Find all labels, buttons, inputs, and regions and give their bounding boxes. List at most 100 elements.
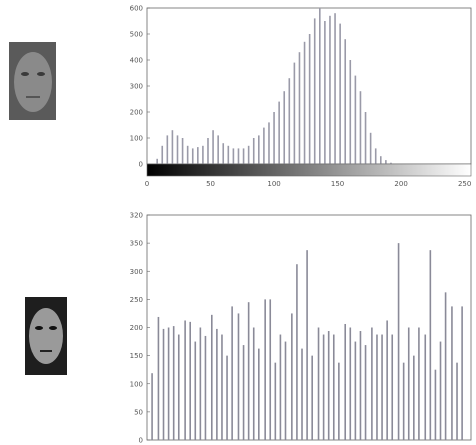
x-tick-label: 150 bbox=[331, 180, 344, 188]
histogram-original: 0 100 200 300 400 500 600 0 50 100 150 200 250 bbox=[130, 5, 472, 188]
face-photo-equalized-skin bbox=[29, 308, 63, 364]
histogram-bar bbox=[364, 345, 367, 440]
histogram-bar bbox=[319, 8, 321, 164]
y-tick-label: 0 bbox=[139, 437, 143, 445]
histogram-bar bbox=[176, 135, 179, 164]
histogram-bar bbox=[279, 334, 282, 440]
histogram-original-colorbar bbox=[146, 163, 472, 177]
histogram-bar bbox=[291, 313, 293, 440]
histogram-bar bbox=[374, 148, 377, 164]
x-tick-label: 250 bbox=[458, 180, 471, 188]
histogram-bar bbox=[349, 327, 352, 440]
histogram-bar bbox=[258, 348, 260, 440]
face-original-left-eye bbox=[21, 72, 29, 76]
histogram-bar bbox=[418, 327, 420, 440]
histogram-bar bbox=[303, 41, 306, 164]
histogram-bar bbox=[269, 299, 272, 440]
histogram-bar bbox=[247, 145, 250, 164]
histogram-bar bbox=[263, 127, 265, 164]
y-tick-label: 100 bbox=[130, 135, 143, 143]
histogram-bar bbox=[207, 138, 209, 164]
histogram-bar bbox=[402, 362, 405, 440]
histogram-bar bbox=[439, 341, 442, 440]
y-tick-label: 300 bbox=[130, 268, 143, 276]
histogram-bar bbox=[308, 34, 311, 164]
histogram-bar bbox=[327, 331, 330, 440]
face-image-original bbox=[9, 42, 56, 120]
histogram-bar bbox=[322, 334, 325, 440]
histogram-bar bbox=[424, 334, 427, 440]
histogram-bar bbox=[247, 302, 250, 440]
y-tick-label: 0 bbox=[139, 161, 143, 169]
y-tick-label: 150 bbox=[130, 352, 143, 360]
histogram-bar bbox=[413, 355, 415, 440]
histogram-bar bbox=[298, 52, 301, 165]
histogram-bar bbox=[359, 91, 362, 164]
face-equalized-left-eye bbox=[35, 326, 43, 330]
histogram-bar bbox=[288, 78, 291, 164]
histogram-bar bbox=[222, 143, 225, 164]
histogram-bar bbox=[385, 160, 387, 164]
histogram-bar bbox=[227, 145, 230, 164]
histogram-bar bbox=[237, 148, 240, 164]
y-tick-label: 500 bbox=[130, 31, 143, 39]
histogram-bar bbox=[329, 15, 331, 164]
histogram-bar bbox=[293, 62, 296, 164]
histogram-bar bbox=[354, 341, 357, 440]
histogram-bar bbox=[264, 299, 266, 440]
histogram-bar bbox=[429, 250, 432, 440]
histogram-bar bbox=[242, 148, 245, 164]
histogram-bar bbox=[242, 345, 245, 440]
histogram-bar bbox=[156, 158, 158, 164]
face-photo-original-skin bbox=[14, 52, 52, 112]
histogram-bar bbox=[306, 250, 308, 440]
y-tick-label: 200 bbox=[130, 324, 143, 332]
histogram-bar bbox=[296, 264, 298, 440]
y-tick-label: 100 bbox=[130, 380, 143, 388]
histogram-bar bbox=[451, 306, 453, 440]
histogram-bar bbox=[177, 334, 180, 440]
histogram-bar bbox=[217, 135, 219, 164]
histogram-bar bbox=[324, 21, 326, 164]
y-tick-label: 250 bbox=[130, 296, 143, 304]
histogram-bar bbox=[226, 355, 228, 440]
y-tick-label: 600 bbox=[130, 5, 143, 13]
histogram-bar bbox=[444, 292, 447, 440]
y-tick-label: 300 bbox=[130, 83, 143, 91]
histogram-bar bbox=[317, 327, 320, 440]
histogram-bar bbox=[181, 138, 184, 164]
histogram-bar bbox=[157, 316, 160, 440]
histogram-bar bbox=[189, 321, 191, 440]
face-equalized-mouth bbox=[40, 350, 52, 352]
x-tick-label: 100 bbox=[267, 180, 280, 188]
histogram-bar bbox=[221, 334, 223, 440]
histogram-bar bbox=[211, 314, 213, 440]
histogram-bar bbox=[369, 132, 372, 164]
histogram-bar bbox=[184, 320, 186, 440]
histogram-bar bbox=[252, 327, 255, 440]
histogram-bar bbox=[371, 327, 373, 440]
histogram-bar bbox=[344, 323, 347, 440]
histogram-bar bbox=[162, 328, 165, 440]
y-tick-label: 320 bbox=[130, 212, 143, 220]
face-original-right-eye bbox=[37, 72, 45, 76]
histogram-bar bbox=[231, 306, 233, 440]
x-tick-label: 200 bbox=[394, 180, 407, 188]
histogram-bar bbox=[390, 162, 392, 164]
histogram-bar bbox=[166, 135, 169, 164]
histogram-original-bars bbox=[156, 8, 392, 165]
histogram-bar bbox=[284, 341, 287, 440]
histogram-bar bbox=[167, 327, 170, 440]
histogram-bar bbox=[339, 23, 341, 164]
x-tick-label: 50 bbox=[206, 180, 215, 188]
histogram-bar bbox=[194, 341, 197, 440]
x-tick-label: 0 bbox=[145, 180, 149, 188]
histogram-bar bbox=[151, 373, 153, 440]
histogram-original-x-axis: 0 50 100 150 200 250 bbox=[145, 180, 472, 188]
y-tick-label: 350 bbox=[130, 240, 143, 248]
histogram-equalized-y-axis: 0 50 100 150 200 250 300 350 320 bbox=[130, 212, 150, 445]
histogram-bar bbox=[407, 327, 410, 440]
histogram-bar bbox=[359, 331, 362, 440]
histogram-bar bbox=[283, 91, 286, 164]
